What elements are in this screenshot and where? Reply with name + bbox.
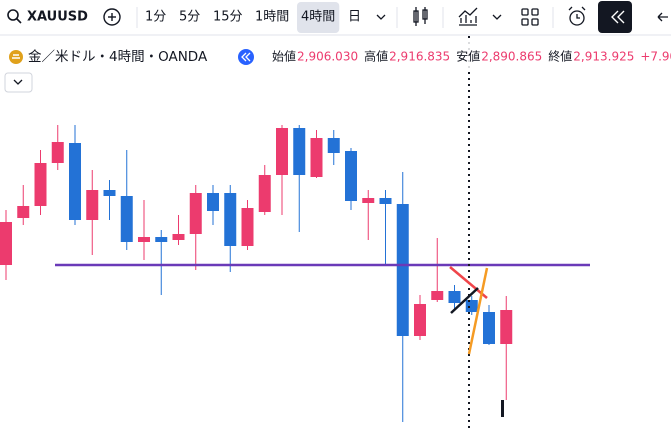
candle-body bbox=[483, 312, 495, 344]
layout-icon[interactable] bbox=[521, 8, 539, 26]
candle-body bbox=[207, 193, 219, 211]
legend-title: 金／米ドル・4時間・OANDA bbox=[28, 49, 208, 65]
ohlc-value: 2,890.865 bbox=[481, 50, 542, 64]
cursor-marker bbox=[501, 400, 504, 417]
ohlc-label: 安値 bbox=[456, 49, 480, 64]
legend-bg bbox=[0, 42, 671, 72]
candle-body bbox=[189, 193, 202, 234]
interval-button[interactable]: 15分 bbox=[213, 10, 243, 25]
symbol-icon-mark bbox=[12, 54, 20, 59]
candle-body bbox=[17, 206, 30, 218]
candle-body bbox=[276, 128, 288, 175]
candle-body bbox=[465, 300, 478, 312]
candle-body bbox=[86, 190, 99, 220]
indicators-caret[interactable] bbox=[492, 14, 502, 20]
ohlc-value: 2,916.835 bbox=[389, 50, 450, 64]
chart-type-icon[interactable] bbox=[413, 7, 428, 26]
alert-icon[interactable] bbox=[568, 6, 586, 26]
candle-body bbox=[500, 310, 513, 344]
change-value: +7.905 bbox=[640, 50, 671, 64]
candle-body bbox=[34, 163, 47, 206]
symbol-icon bbox=[9, 50, 23, 64]
compare-button[interactable] bbox=[103, 8, 121, 26]
candle-body bbox=[414, 304, 426, 336]
replay-icon bbox=[611, 10, 625, 24]
candle-body bbox=[69, 143, 81, 220]
candle-body bbox=[379, 198, 392, 204]
candle-body bbox=[0, 222, 12, 265]
interval-button[interactable]: 1時間 bbox=[255, 10, 289, 25]
ohlc-label: 終値 bbox=[548, 49, 572, 64]
candle-body bbox=[293, 128, 306, 175]
trend-line-drawing[interactable] bbox=[450, 287, 479, 314]
symbol[interactable]: XAUUSD bbox=[27, 10, 88, 25]
candle-body bbox=[396, 204, 409, 336]
candle-body bbox=[241, 208, 254, 246]
ohlc-value: 2,913.925 bbox=[573, 50, 634, 64]
interval-button[interactable]: 1分 bbox=[145, 10, 166, 25]
undo-icon[interactable] bbox=[657, 12, 668, 22]
ohlc-label: 高値 bbox=[364, 49, 388, 64]
candle-body bbox=[224, 193, 237, 246]
candle-body bbox=[431, 291, 444, 300]
search-icon[interactable] bbox=[7, 9, 22, 24]
interval-active-bg bbox=[297, 2, 340, 33]
candle-body bbox=[120, 196, 133, 242]
candle-body bbox=[362, 198, 375, 203]
candle-body bbox=[155, 237, 168, 242]
interval-caret[interactable] bbox=[376, 14, 386, 20]
candle-body bbox=[310, 138, 323, 177]
candle-body bbox=[258, 175, 271, 212]
indicators-icon[interactable] bbox=[458, 7, 478, 26]
interval-button[interactable]: 4時間 bbox=[301, 10, 335, 25]
candle-body bbox=[345, 151, 357, 201]
replay-button[interactable] bbox=[598, 1, 632, 33]
candle-body bbox=[172, 234, 185, 240]
replay-indicator-icon bbox=[241, 52, 251, 62]
candle-body bbox=[327, 138, 340, 153]
ohlc-label: 始値 bbox=[272, 49, 296, 64]
interval-button[interactable]: 日 bbox=[348, 10, 361, 25]
ohlc-value: 2,906.030 bbox=[297, 50, 358, 64]
candle-body bbox=[138, 237, 150, 242]
candle-body bbox=[448, 291, 461, 303]
legend-toggle-icon bbox=[13, 79, 23, 85]
interval-button[interactable]: 5分 bbox=[179, 10, 200, 25]
candle-body bbox=[51, 142, 64, 163]
trend-line-drawing[interactable] bbox=[467, 267, 489, 355]
legend-toggle[interactable] bbox=[4, 72, 33, 93]
candle-body bbox=[103, 190, 116, 196]
